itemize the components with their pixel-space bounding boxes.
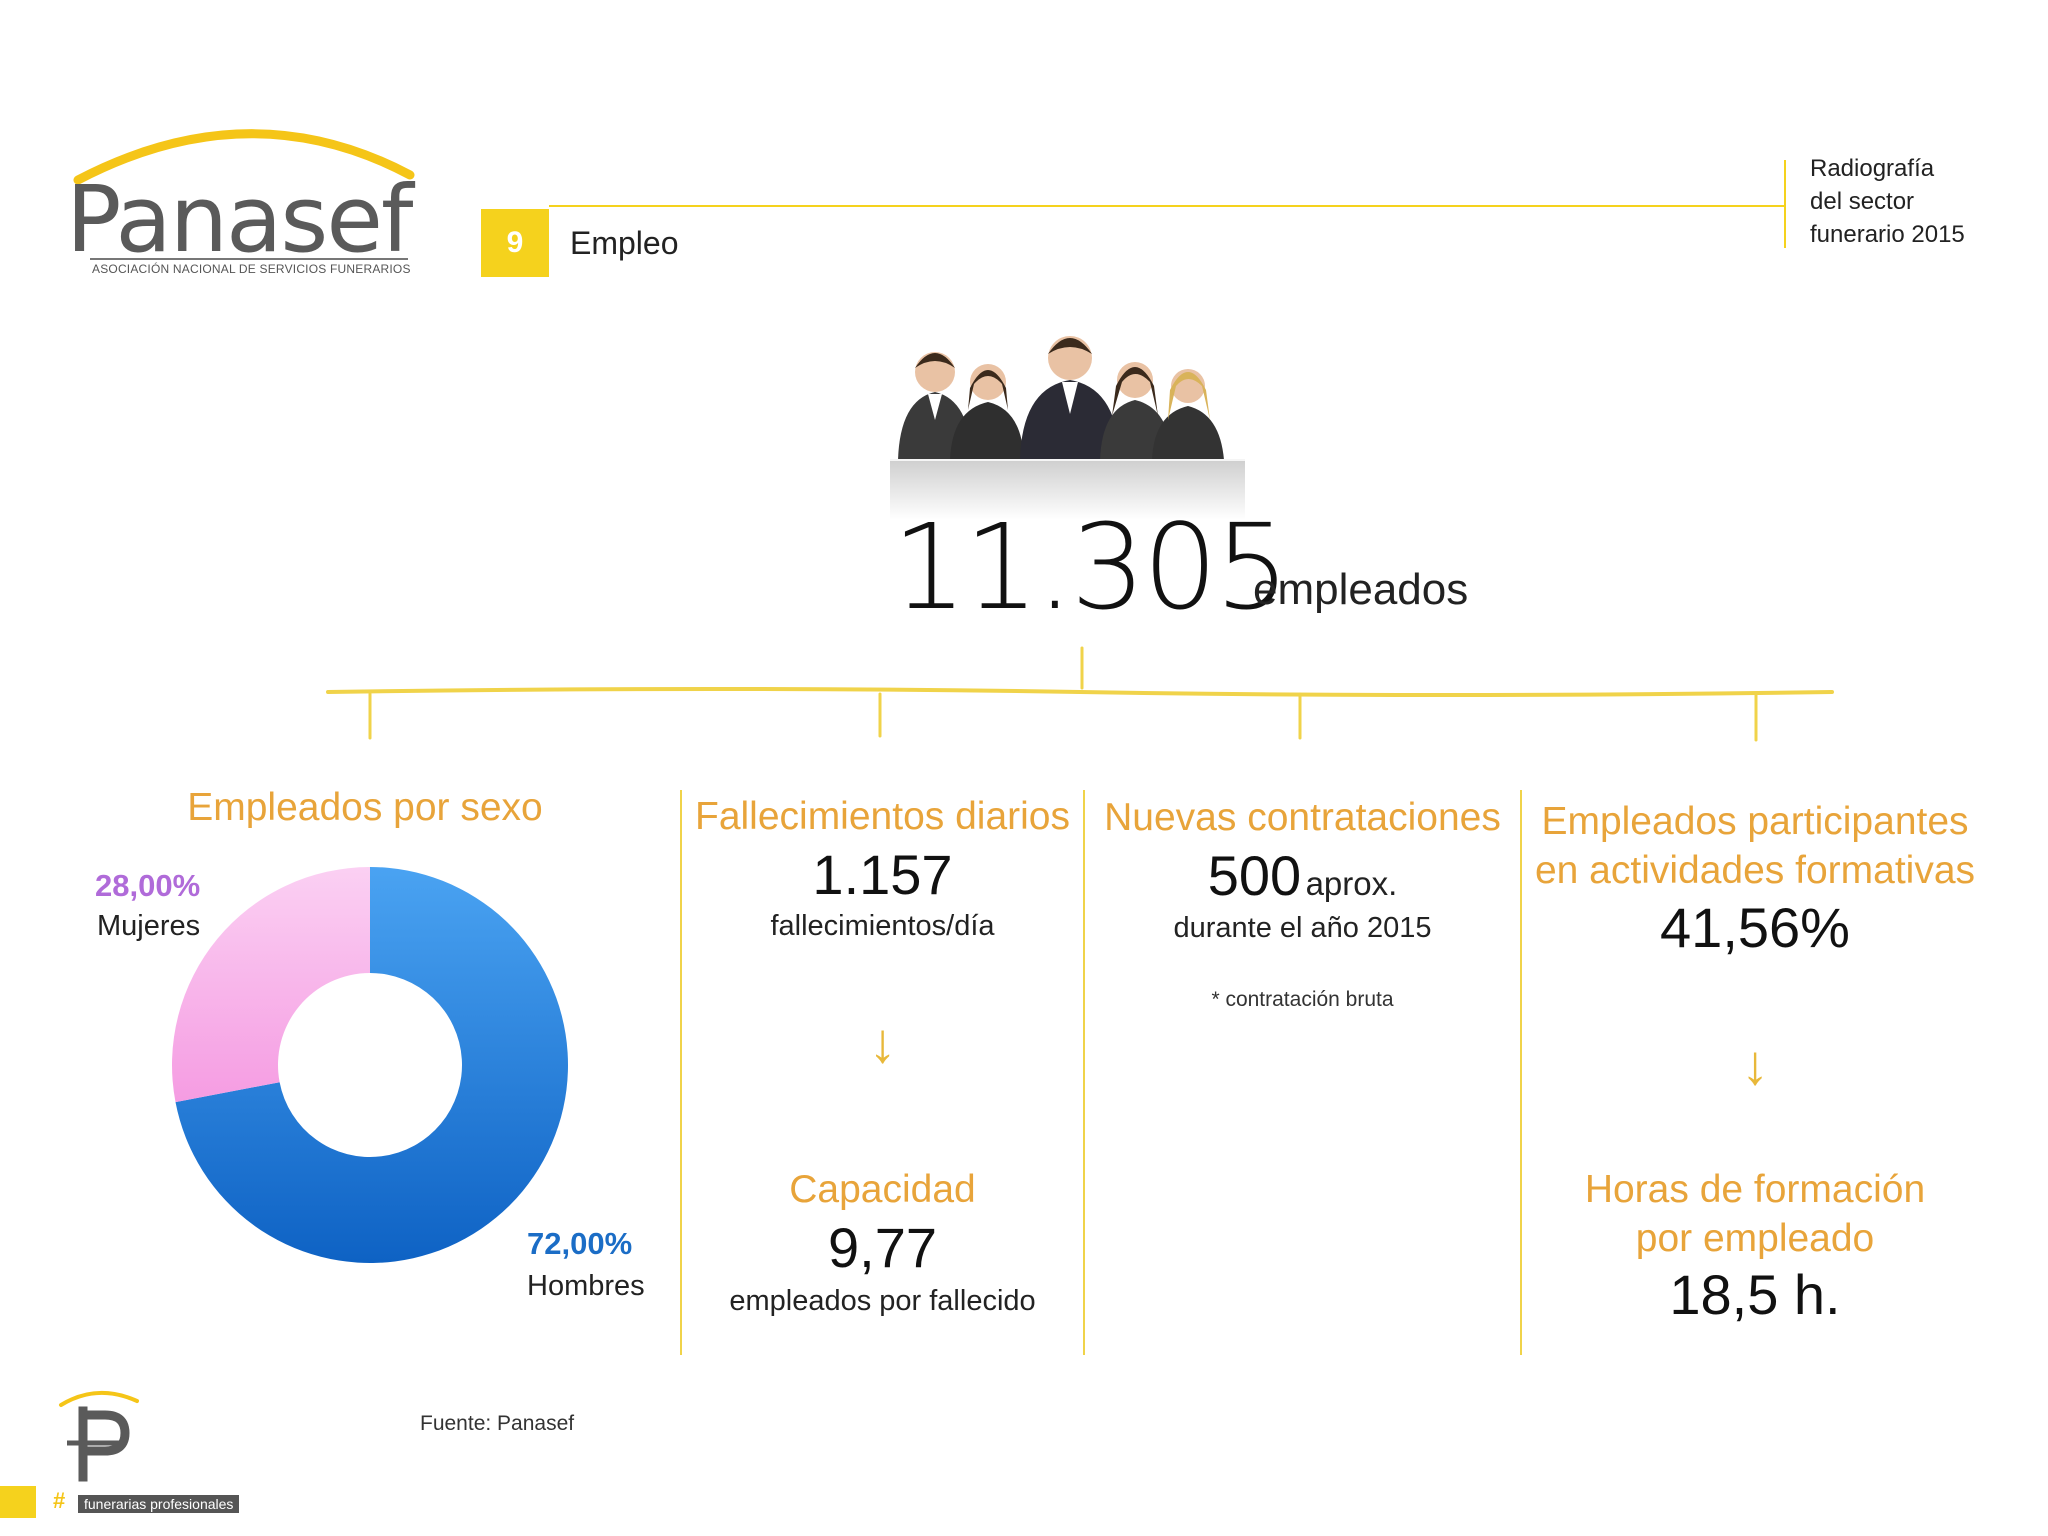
team-photo (890, 336, 1245, 520)
hombres-label: Hombres (527, 1270, 645, 1302)
fallecimientos-value: 1.157 (812, 843, 953, 906)
footer-accent-block (0, 1486, 36, 1518)
section-title: Empleo (570, 225, 679, 261)
header-rule-end (1784, 160, 1786, 248)
report-title-line: del sector (1810, 188, 1915, 215)
mujeres-label: Mujeres (97, 910, 201, 942)
formacion-title-line: Empleados participantes (1541, 800, 1969, 843)
tree-connector (326, 646, 1834, 742)
mujeres-percent: 28,00% (95, 868, 201, 903)
formacion-title-line: en actividades formativas (1534, 849, 1976, 892)
footer-tag: funerarias profesionales (78, 1495, 240, 1513)
arrow-down-icon: ↓ (868, 1011, 897, 1074)
fallecimientos-sub: fallecimientos/día (770, 910, 995, 942)
hombres-percent: 72,00% (527, 1226, 633, 1261)
donut-slice-hombres (175, 867, 568, 1263)
arrow-down-icon: ↓ (1741, 1033, 1769, 1096)
capacidad-sub: empleados por fallecido (729, 1285, 1036, 1317)
fallecimientos-title: Fallecimientos diarios (695, 795, 1070, 838)
report-title-line: funerario 2015 (1810, 221, 1965, 248)
hashtag-icon: # (53, 1488, 66, 1513)
section-number: 9 (481, 209, 549, 277)
formacion-title: Empleados participantes en actividades f… (1530, 797, 1980, 895)
horas-title: Horas de formación por empleado (1530, 1165, 1980, 1263)
contrataciones-title: Nuevas contrataciones (1104, 796, 1501, 839)
column-divider (680, 790, 682, 1355)
logo-underline (90, 258, 408, 260)
contrataciones-value: 500 (1207, 844, 1302, 907)
logo-arc-icon (73, 129, 415, 185)
logo-wordmark: Panasef (66, 166, 413, 273)
contrataciones-note: * contratación bruta (1211, 988, 1394, 1011)
column-divider (1520, 790, 1522, 1355)
logo-subtitle: ASOCIACIÓN NACIONAL DE SERVICIOS FUNERAR… (92, 262, 411, 276)
capacidad-value: 9,77 (828, 1216, 937, 1279)
header-rule (549, 205, 1784, 207)
p-logo-icon (59, 1391, 139, 1482)
horas-title-line: Horas de formación (1584, 1168, 1926, 1211)
total-employees-value: 11.305 (892, 498, 1290, 636)
sexo-donut-chart (172, 867, 568, 1263)
horas-title-line: por empleado (1635, 1217, 1875, 1260)
capacidad-title: Capacidad (789, 1168, 976, 1211)
report-title-line: Radiografía (1810, 155, 1935, 182)
donut-slice-mujeres (172, 867, 370, 1103)
total-employees-unit: empleados (1253, 565, 1469, 614)
contrataciones-suffix: aprox. (1305, 865, 1398, 902)
horas-value: 18,5 h. (1669, 1263, 1841, 1326)
contrataciones-value-row: 500 aprox. (1090, 843, 1515, 908)
source-note: Fuente: Panasef (420, 1412, 575, 1435)
contrataciones-sub: durante el año 2015 (1173, 912, 1432, 944)
report-title: Radiografía del sector funerario 2015 (1810, 152, 1965, 251)
column-divider (1083, 790, 1085, 1355)
sexo-title: Empleados por sexo (187, 786, 543, 829)
formacion-value: 41,56% (1660, 896, 1850, 959)
